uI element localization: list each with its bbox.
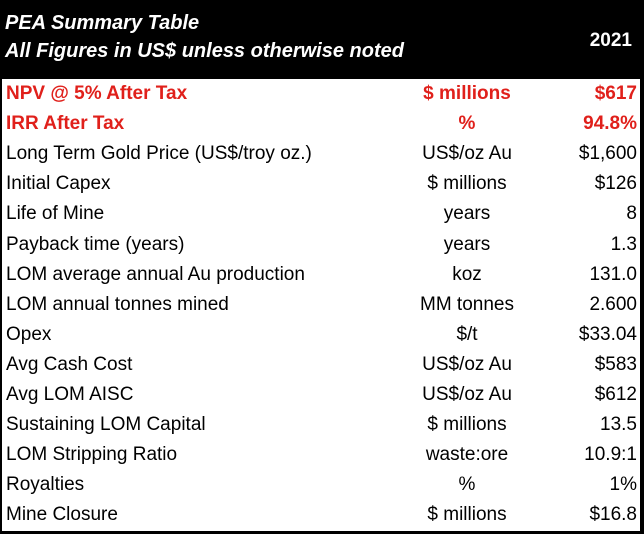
table-row: Avg Cash Cost US$/oz Au $583 bbox=[2, 350, 640, 380]
table-row: Mine Closure $ millions $16.8 bbox=[2, 500, 640, 530]
table-header: PEA Summary Table All Figures in US$ unl… bbox=[0, 0, 644, 76]
row-label: Avg LOM AISC bbox=[6, 384, 134, 405]
row-value: 13.5 bbox=[600, 414, 637, 436]
table-subtitle: All Figures in US$ unless otherwise note… bbox=[5, 40, 404, 62]
row-label: Opex bbox=[6, 323, 52, 345]
row-value: $583 bbox=[594, 353, 637, 375]
table-row: Life of Mine years 8 bbox=[2, 199, 640, 229]
table-row: LOM annual tonnes mined MM tonnes 2.600 bbox=[2, 290, 640, 320]
table-row: IRR After Tax% 94.8% bbox=[2, 109, 640, 139]
row-unit: US$/oz Au bbox=[422, 384, 512, 405]
row-label: Payback time (years) bbox=[6, 233, 185, 255]
row-label: LOM average annual Au production bbox=[6, 263, 305, 285]
row-unit: $ millions bbox=[423, 83, 511, 104]
row-label: Mine Closure bbox=[6, 504, 118, 526]
row-label: Avg Cash Cost bbox=[6, 353, 133, 375]
table-row: Royalties% 1% bbox=[2, 470, 640, 500]
row-value: $126 bbox=[594, 173, 637, 195]
table-row: Payback time (years) years 1.3 bbox=[2, 230, 640, 260]
row-value: 131.0 bbox=[589, 263, 637, 285]
row-label: NPV @ 5% After Tax bbox=[6, 83, 188, 104]
row-label: Long Term Gold Price (US$/troy oz.) bbox=[6, 143, 312, 165]
row-value: $33.04 bbox=[578, 323, 637, 345]
table-row: Sustaining LOM Capital $ millions 13.5 bbox=[2, 410, 640, 440]
table-row: NPV @ 5% After Tax $ millions $617 bbox=[2, 79, 640, 109]
row-unit: MM tonnes bbox=[420, 293, 514, 315]
table-row: Initial Capex $ millions $126 bbox=[2, 169, 640, 199]
row-label: Initial Capex bbox=[6, 173, 111, 195]
row-unit: $/t bbox=[456, 323, 478, 345]
table-body: NPV @ 5% After Tax $ millions $617 IRR Afte… bbox=[2, 79, 640, 531]
row-unit: % bbox=[458, 474, 476, 496]
row-value: 1% bbox=[609, 474, 637, 496]
row-label: Sustaining LOM Capital bbox=[6, 414, 206, 436]
year-label: 2021 bbox=[589, 30, 632, 51]
row-unit: koz bbox=[452, 263, 482, 285]
row-unit: years bbox=[443, 203, 491, 225]
row-value: $16.8 bbox=[589, 504, 637, 526]
row-unit: $ millions bbox=[427, 414, 507, 436]
table-row: Long Term Gold Price (US$/troy oz.) US$/o… bbox=[2, 139, 640, 169]
row-unit: waste:ore bbox=[425, 444, 509, 466]
row-value: 1.3 bbox=[610, 233, 637, 255]
row-value: $617 bbox=[594, 83, 637, 104]
table-title: PEA Summary Table bbox=[5, 12, 200, 34]
table-row: LOM average annual Au production koz 131.0 bbox=[2, 260, 640, 290]
row-unit: years bbox=[443, 233, 491, 255]
row-label: Royalties bbox=[6, 474, 85, 496]
row-value: 2.600 bbox=[589, 293, 637, 315]
table-row: Opex $/t $33.04 bbox=[2, 320, 640, 350]
row-value: 10.9:1 bbox=[584, 444, 637, 466]
row-unit: $ millions bbox=[427, 504, 507, 526]
row-label: Life of Mine bbox=[6, 203, 105, 225]
row-unit: US$/oz Au bbox=[422, 143, 512, 165]
row-value: 8 bbox=[626, 203, 637, 225]
row-value: $612 bbox=[594, 384, 637, 405]
row-unit: % bbox=[458, 113, 476, 135]
table-row: Avg LOM AISC US$/oz Au $612 bbox=[2, 380, 640, 410]
row-unit: $ millions bbox=[427, 173, 507, 195]
table-row: LOM Stripping Ratio waste:ore 10.9:1 bbox=[2, 440, 640, 470]
row-unit: US$/oz Au bbox=[422, 353, 512, 375]
row-value: $1,600 bbox=[578, 143, 637, 165]
row-label: LOM Stripping Ratio bbox=[6, 444, 178, 466]
row-value: 94.8% bbox=[583, 113, 637, 135]
row-label: IRR After Tax bbox=[6, 113, 125, 135]
row-label: LOM annual tonnes mined bbox=[6, 293, 229, 315]
